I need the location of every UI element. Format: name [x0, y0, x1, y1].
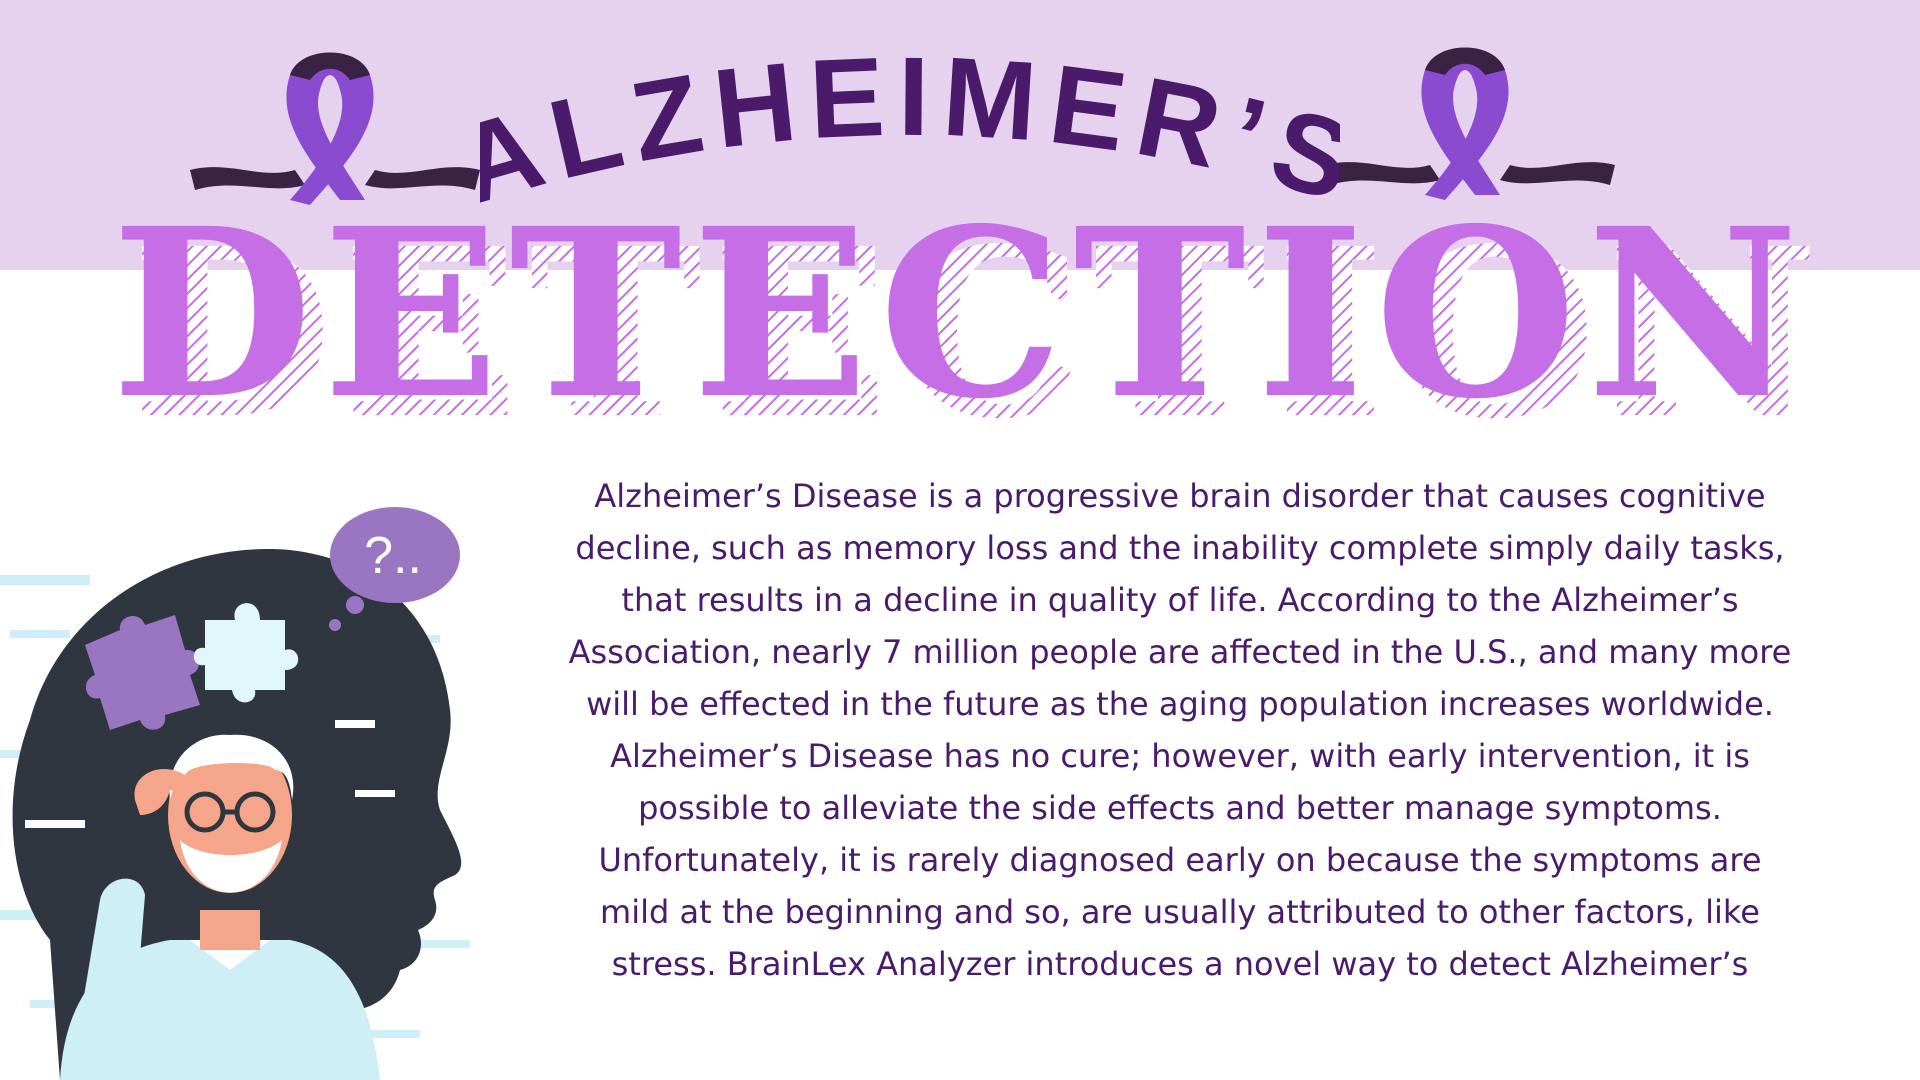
awareness-ribbon-icon [190, 52, 480, 205]
title-line1-text: ALZHEIMER’S [480, 33, 1340, 220]
thought-bubble-text: ?.. [364, 527, 422, 585]
svg-text:ALZHEIMER’S: ALZHEIMER’S [480, 33, 1340, 220]
puzzle-piece-icon [193, 603, 299, 703]
description-text: Alzheimer’s Disease is a progressive bra… [568, 477, 1792, 983]
thought-bubble-icon: ?.. [329, 507, 460, 631]
alzheimers-illustration: ?.. [0, 507, 470, 1080]
title-line2-shadow: DETECTION [131, 210, 1820, 430]
puzzle-piece-icon [85, 615, 200, 730]
title-line2-text: DETECTION [111, 210, 1808, 430]
title-line1: ALZHEIMER’S [480, 33, 1340, 220]
awareness-ribbon-icon [1325, 47, 1615, 200]
title-line2: DETECTION DETECTION [111, 210, 1820, 430]
elderly-man-figure [60, 734, 380, 1080]
